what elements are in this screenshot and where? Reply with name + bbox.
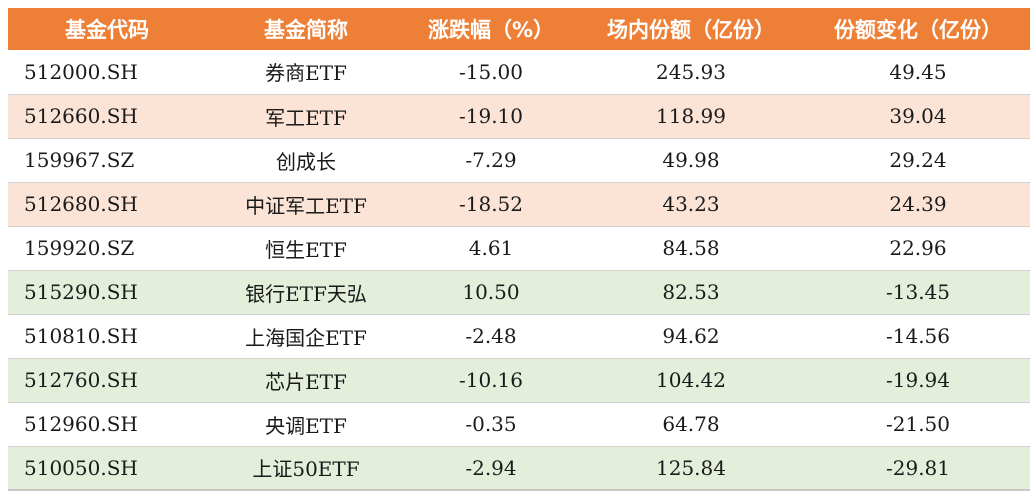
cell-fund-code: 512660.SH: [24, 104, 138, 128]
cell-fund-code: 512760.SH: [24, 368, 138, 392]
cell-share-change: 24.39: [889, 192, 947, 216]
cell-change-pct: -7.29: [465, 148, 517, 172]
header-share-change: 份额变化（亿份）: [834, 18, 1002, 42]
cell-fund-name: 芯片ETF: [265, 369, 347, 394]
cell-shares: 245.93: [656, 59, 726, 84]
table-row: 512960.SH 央调ETF -0.35 64.78 -21.50: [8, 402, 1030, 446]
cell-fund-name: 上海国企ETF: [245, 325, 367, 350]
cell-shares: 104.42: [656, 368, 726, 392]
cell-fund-code: 515290.SH: [24, 280, 138, 304]
table-row: 512660.SH 军工ETF -19.10 118.99 39.04: [8, 94, 1030, 138]
cell-share-change: -29.81: [885, 455, 950, 480]
table-row: 515290.SH 银行ETF天弘 10.50 82.53 -13.45: [8, 270, 1030, 314]
header-shares: 场内份额（亿份）: [607, 18, 775, 42]
cell-fund-name: 银行ETF天弘: [245, 281, 367, 306]
cell-shares: 84.58: [662, 236, 720, 260]
cell-share-change: 29.24: [889, 148, 947, 172]
cell-change-pct: 10.50: [462, 280, 520, 304]
cell-change-pct: -15.00: [458, 59, 523, 84]
cell-share-change: 39.04: [889, 104, 947, 128]
cell-share-change: 22.96: [889, 236, 947, 260]
cell-shares: 94.62: [662, 324, 720, 348]
cell-shares: 43.23: [662, 192, 720, 216]
cell-fund-name: 军工ETF: [265, 105, 347, 130]
header-fund-name: 基金简称: [264, 18, 348, 42]
table-body: 512000.SH 券商ETF -15.00 245.93 49.45 512660.SH…: [8, 50, 1030, 490]
cell-fund-code: 510050.SH: [24, 455, 138, 480]
cell-share-change: -13.45: [885, 280, 950, 304]
cell-shares: 49.98: [662, 148, 720, 172]
fund-share-table: 基金代码 基金简称 涨跌幅（%） 场内份额（亿份） 份额变化（亿份） 51200…: [8, 8, 1030, 491]
table-row: 512760.SH 芯片ETF -10.16 104.42 -19.94: [8, 358, 1030, 402]
header-change-pct: 涨跌幅（%）: [427, 18, 555, 42]
cell-fund-name: 创成长: [276, 149, 336, 174]
table-row: 512680.SH 中证军工ETF -18.52 43.23 24.39: [8, 182, 1030, 226]
cell-change-pct: -2.94: [465, 455, 517, 480]
cell-fund-code: 512680.SH: [24, 192, 138, 216]
cell-fund-name: 上证50ETF: [252, 457, 360, 482]
cell-shares: 82.53: [662, 280, 720, 304]
cell-share-change: -19.94: [885, 368, 950, 392]
table-header: 基金代码 基金简称 涨跌幅（%） 场内份额（亿份） 份额变化（亿份）: [8, 8, 1030, 50]
table-row: 159967.SZ 创成长 -7.29 49.98 29.24: [8, 138, 1030, 182]
cell-change-pct: -18.52: [458, 192, 523, 216]
cell-shares: 64.78: [662, 412, 720, 436]
cell-change-pct: -0.35: [465, 412, 517, 436]
cell-change-pct: -2.48: [465, 324, 517, 348]
cell-share-change: -14.56: [885, 324, 950, 348]
cell-change-pct: -10.16: [458, 368, 523, 392]
cell-fund-name: 恒生ETF: [265, 237, 347, 262]
cell-fund-code: 512960.SH: [24, 412, 138, 436]
header-fund-code: 基金代码: [65, 18, 149, 42]
cell-change-pct: -19.10: [458, 104, 523, 128]
cell-shares: 125.84: [656, 455, 726, 480]
cell-fund-name: 中证军工ETF: [245, 193, 367, 218]
cell-share-change: 49.45: [889, 59, 947, 84]
cell-shares: 118.99: [656, 104, 726, 128]
header-row: 基金代码 基金简称 涨跌幅（%） 场内份额（亿份） 份额变化（亿份）: [8, 8, 1030, 50]
cell-share-change: -21.50: [885, 412, 950, 436]
cell-fund-name: 央调ETF: [265, 413, 347, 438]
cell-fund-name: 券商ETF: [265, 61, 347, 86]
cell-fund-code: 510810.SH: [24, 324, 138, 348]
table-row: 159920.SZ 恒生ETF 4.61 84.58 22.96: [8, 226, 1030, 270]
cell-change-pct: 4.61: [468, 236, 514, 260]
table-row: 510810.SH 上海国企ETF -2.48 94.62 -14.56: [8, 314, 1030, 358]
cell-fund-code: 159967.SZ: [24, 148, 135, 172]
cell-fund-code: 159920.SZ: [24, 236, 135, 260]
table-row: 510050.SH 上证50ETF -2.94 125.84 -29.81: [8, 446, 1030, 490]
table-row: 512000.SH 券商ETF -15.00 245.93 49.45: [8, 50, 1030, 94]
cell-fund-code: 512000.SH: [24, 59, 138, 84]
